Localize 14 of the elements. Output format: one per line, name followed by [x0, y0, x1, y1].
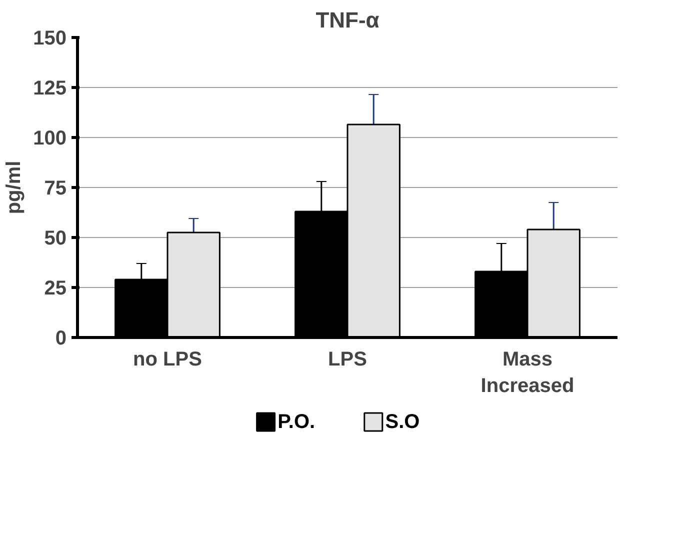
x-tick-label: no LPS [133, 348, 202, 370]
x-tick-label: Mass Increased [480, 348, 574, 397]
chart-title: TNF-α [316, 8, 380, 32]
y-tick-label: 75 [44, 178, 67, 200]
y-tick-label: 50 [44, 228, 67, 250]
x-tick-label: LPS [328, 348, 367, 370]
legend-label: P.O. [278, 411, 316, 433]
legend-label: S.O [385, 411, 420, 433]
y-axis-title: pg/ml [3, 160, 26, 214]
y-tick-label: 100 [33, 128, 67, 150]
y-tick-label: 0 [55, 328, 66, 350]
y-tick-label: 25 [44, 278, 67, 300]
y-tick-label: 125 [33, 78, 67, 100]
y-tick-label: 150 [33, 28, 67, 50]
